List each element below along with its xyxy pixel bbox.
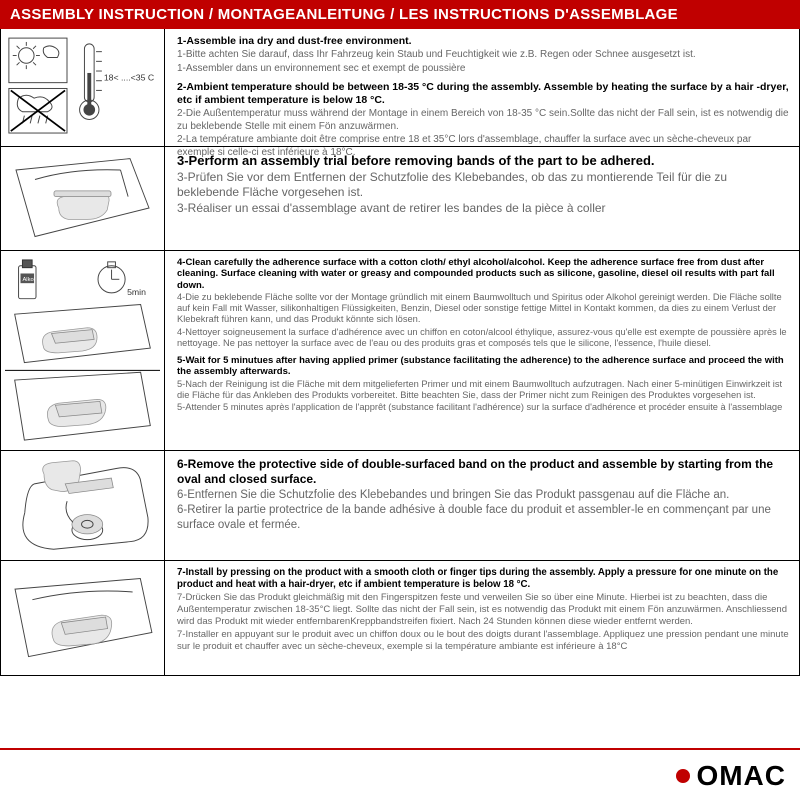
text-step-4-5: 4-Clean carefully the adherence surface …: [165, 251, 800, 450]
row-4: 6-Remove the protective side of double-s…: [0, 451, 800, 561]
illustration-clean: Alkol 5min: [0, 251, 165, 450]
step5-fr: 5-Attender 5 minutes après l'application…: [177, 402, 789, 413]
row-1: 18< ....<35 C 1-Assemble ina dry and dus…: [0, 29, 800, 147]
page-title: ASSEMBLY INSTRUCTION / MONTAGEANLEITUNG …: [0, 0, 800, 29]
step5-de: 5-Nach der Reinigung ist die Fläche mit …: [177, 379, 789, 401]
row-2: 3-Perform an assembly trial before remov…: [0, 147, 800, 251]
illustration-environment: 18< ....<35 C: [0, 29, 165, 146]
step1-fr: 1-Assembler dans un environnement sec et…: [177, 63, 789, 76]
logo-dot-icon: [676, 769, 690, 783]
text-step-1-2: 1-Assemble ina dry and dust-free environ…: [165, 29, 800, 146]
step7-fr: 7-Installer en appuyant sur le produit a…: [177, 629, 789, 653]
step4-fr: 4-Nettoyer soigneusement la surface d'ad…: [177, 327, 789, 349]
step7-de: 7-Drücken Sie das Produkt gleichmäßig mi…: [177, 592, 789, 628]
step5-title: 5-Wait for 5 minutues after having appli…: [177, 355, 789, 378]
step6-fr: 6-Retirer la partie protectrice de la ba…: [177, 503, 789, 532]
step3-title: 3-Perform an assembly trial before remov…: [177, 153, 789, 169]
temp-range-label: 18< ....<35 C: [104, 73, 154, 83]
step2-title: 2-Ambient temperature should be between …: [177, 81, 789, 107]
illustration-press: [0, 561, 165, 675]
step3-de: 3-Prüfen Sie vor dem Entfernen der Schut…: [177, 170, 789, 200]
illustration-peel: [0, 451, 165, 560]
illustration-trial: [0, 147, 165, 250]
footer-logo: OMAC: [676, 760, 786, 792]
instruction-rows: 18< ....<35 C 1-Assemble ina dry and dus…: [0, 29, 800, 676]
step3-fr: 3-Réaliser un essai d'assemblage avant d…: [177, 201, 789, 216]
text-step-6: 6-Remove the protective side of double-s…: [165, 451, 800, 560]
step2-de: 2-Die Außentemperatur muss während der M…: [177, 108, 789, 133]
row-5: 7-Install by pressing on the product wit…: [0, 561, 800, 676]
timer-label: 5min: [127, 287, 146, 297]
footer-divider: [0, 748, 800, 750]
step1-de: 1-Bitte achten Sie darauf, dass Ihr Fahr…: [177, 49, 789, 62]
text-step-7: 7-Install by pressing on the product wit…: [165, 561, 800, 675]
step4-de: 4-Die zu beklebende Fläche sollte vor de…: [177, 292, 789, 325]
row-3: Alkol 5min 4-Clean carefu: [0, 251, 800, 451]
step6-de: 6-Entfernen Sie die Schutzfolie des Kleb…: [177, 488, 789, 502]
step1-title: 1-Assemble ina dry and dust-free environ…: [177, 35, 789, 48]
logo-text: OMAC: [696, 760, 786, 792]
step4-title: 4-Clean carefully the adherence surface …: [177, 257, 789, 291]
text-step-3: 3-Perform an assembly trial before remov…: [165, 147, 800, 250]
step7-title: 7-Install by pressing on the product wit…: [177, 567, 789, 591]
bottle-label: Alkol: [22, 277, 35, 283]
step6-title: 6-Remove the protective side of double-s…: [177, 457, 789, 487]
